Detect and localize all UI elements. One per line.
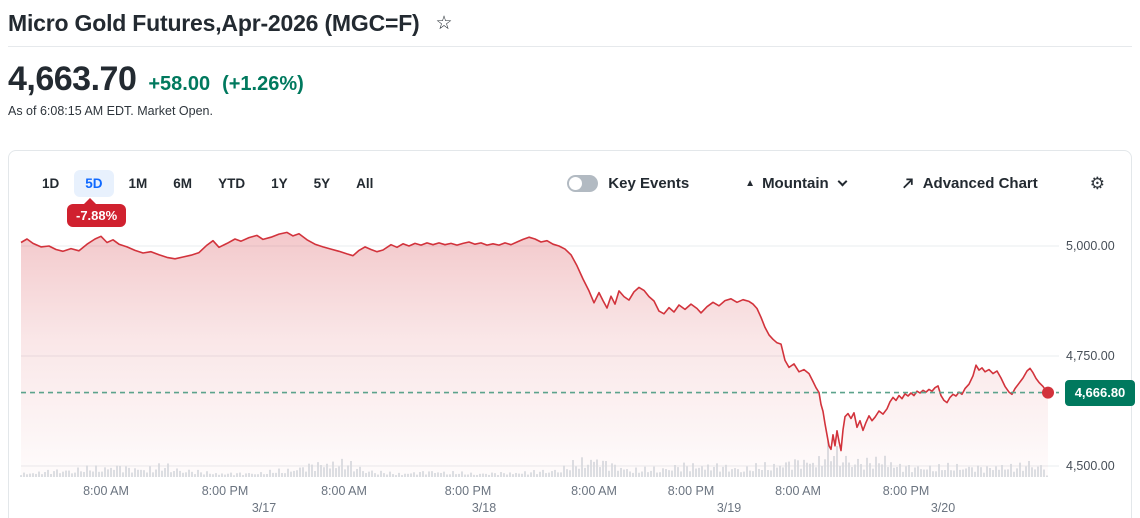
x-axis-date: 3/18: [471, 501, 497, 515]
chart-type-label: Mountain: [762, 174, 829, 192]
chart-toolbar: 1D 5D 1M 6M YTD 1Y 5Y All Key Events ▲ M…: [9, 151, 1131, 199]
key-events-label: Key Events: [608, 174, 690, 192]
header: Micro Gold Futures,Apr-2026 (MGC=F) ☆: [0, 0, 1140, 37]
price-change: +58.00: [148, 73, 211, 95]
range-6m[interactable]: 6M: [162, 170, 203, 197]
range-5d[interactable]: 5D: [74, 169, 114, 197]
price-area-fill: [21, 232, 1048, 477]
expand-icon: [900, 176, 915, 191]
x-axis-tick: 8:00 PM: [882, 484, 930, 498]
price-row: 4,663.70 +58.00 (+1.26%): [0, 47, 1140, 99]
current-price-dot: [1042, 386, 1054, 399]
x-axis-tick: 8:00 PM: [201, 484, 249, 498]
y-axis-label: 4,500.00: [1066, 459, 1115, 473]
x-axis-tick: 8:00 PM: [444, 484, 492, 498]
range-tabs: 1D 5D 1M 6M YTD 1Y 5Y All: [31, 169, 384, 197]
last-price: 4,663.70: [8, 60, 137, 98]
as-of-text: As of 6:08:15 AM EDT. Market Open.: [8, 104, 213, 118]
price-change-percent: (+1.26%): [222, 73, 304, 95]
x-axis-date: 3/19: [716, 501, 742, 515]
x-axis-date: 3/20: [930, 501, 956, 515]
header-divider: [8, 46, 1132, 47]
x-axis-tick: 8:00 PM: [667, 484, 715, 498]
chart-controls: Key Events ▲ Mountain Advanced Chart ⚙: [567, 173, 1105, 193]
toggle-knob: [569, 176, 583, 190]
y-axis-label: 5,000.00: [1066, 239, 1115, 253]
gear-icon[interactable]: ⚙: [1089, 173, 1105, 193]
price-chart[interactable]: [9, 151, 1133, 518]
range-1m[interactable]: 1M: [118, 170, 159, 197]
range-1y[interactable]: 1Y: [260, 170, 299, 197]
range-ytd[interactable]: YTD: [207, 170, 256, 197]
key-events-toggle[interactable]: [567, 174, 599, 192]
current-price-badge: 4,666.80: [1065, 380, 1135, 406]
mountain-icon: ▲: [745, 177, 756, 189]
range-1d[interactable]: 1D: [31, 170, 70, 197]
x-axis-tick: 8:00 AM: [321, 484, 367, 498]
star-icon[interactable]: ☆: [435, 13, 453, 34]
period-change-badge: -7.88%: [67, 198, 127, 227]
x-axis-tick: 8:00 AM: [775, 484, 821, 498]
x-axis-tick: 8:00 AM: [83, 484, 129, 498]
page-title: Micro Gold Futures,Apr-2026 (MGC=F): [8, 10, 420, 36]
x-axis-tick: 8:00 AM: [571, 484, 617, 498]
price-line: [20, 231, 1049, 452]
chart-type-select[interactable]: ▲ Mountain: [745, 174, 848, 192]
advanced-chart-button[interactable]: Advanced Chart: [900, 175, 1038, 192]
advanced-chart-label: Advanced Chart: [922, 174, 1038, 192]
y-axis-label: 4,750.00: [1066, 349, 1115, 363]
chart-card: 1D 5D 1M 6M YTD 1Y 5Y All Key Events ▲ M…: [8, 150, 1135, 518]
range-5y[interactable]: 5Y: [303, 170, 342, 197]
x-axis-date: 3/17: [251, 501, 277, 515]
range-all[interactable]: All: [345, 170, 384, 197]
